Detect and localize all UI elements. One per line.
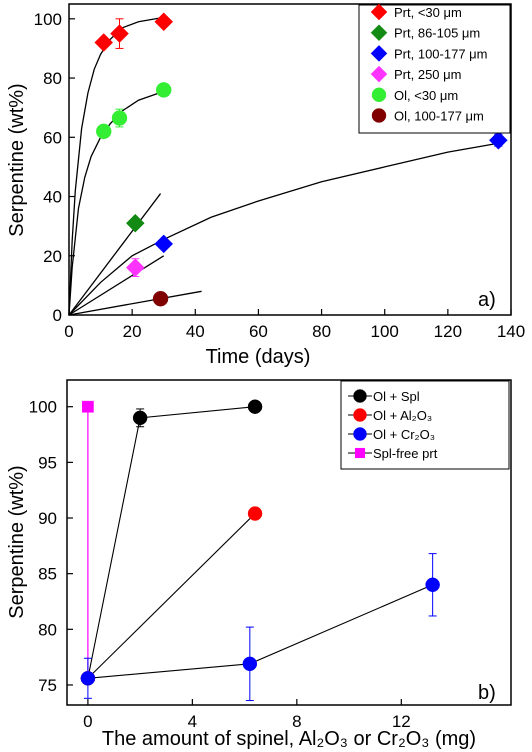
y-tick-label: 80 <box>38 620 57 639</box>
y-tick-label: 100 <box>34 10 62 29</box>
x-tick-label: 0 <box>83 712 92 731</box>
y-tick-label: 0 <box>53 306 62 325</box>
fit-curve-3 <box>68 193 162 316</box>
fit-curve-4 <box>68 142 499 316</box>
legend-label: Prt, 100-177 μm <box>394 46 487 61</box>
data-point-series-3 <box>425 577 440 593</box>
legend-marker <box>353 427 367 441</box>
y-tick-label: 80 <box>43 69 62 88</box>
legend-label: Prt, 250 μm <box>394 67 461 82</box>
y-tick-label: 95 <box>38 453 57 472</box>
x-tick-label: 0 <box>64 322 73 341</box>
x-tick-label: 20 <box>123 322 142 341</box>
legend-label: Ol + Cr₂O₃ <box>373 427 435 442</box>
legend-marker <box>353 408 367 422</box>
data-point-series-3 <box>80 671 96 686</box>
data-point-series-5 <box>155 82 172 98</box>
legend-marker <box>371 108 387 123</box>
legend-label: Ol, 100-177 μm <box>394 109 484 124</box>
x-tick-label: 80 <box>312 322 331 341</box>
panel-a-chart: 0 20 40 60 80 100 120 140 0 20 40 60 80 100 Time (da… <box>6 3 525 368</box>
y-tick-label: 20 <box>43 247 62 266</box>
y-tick-label: 75 <box>38 676 57 695</box>
panel-b-chart: 0 4 8 12 75 80 85 90 95 100 The amount of spinel… <box>6 379 512 750</box>
legend-label: Prt, 86-105 μm <box>394 26 480 41</box>
legend-label: Ol + Al₂O₃ <box>373 408 432 423</box>
data-point-series-4 <box>125 258 145 277</box>
data-point-series-3 <box>489 130 508 150</box>
legend-marker <box>371 87 387 103</box>
data-point-series-1 <box>247 399 263 414</box>
plot-frame-a <box>68 3 512 316</box>
panel-label-a: a) <box>478 289 496 311</box>
data-point-series-1 <box>154 12 174 32</box>
series-line-3 <box>87 584 433 679</box>
x-axis-ticks-a: 0 20 40 60 80 100 120 140 <box>64 309 525 341</box>
fit-curve-2 <box>68 90 164 316</box>
fit-curve-6 <box>68 290 202 316</box>
data-points-b <box>80 399 440 686</box>
legend-marker <box>370 45 388 62</box>
x-tick-label: 60 <box>249 322 268 341</box>
x-tick-label: 40 <box>186 322 205 341</box>
legend-marker <box>370 24 388 42</box>
x-axis-title-a: Time (days) <box>206 346 311 368</box>
legend-label: Ol + Spl <box>373 389 420 404</box>
data-point-series-3 <box>242 656 258 672</box>
y-axis-title-b: Serpentine (wt%) <box>6 465 28 618</box>
legend-b: Ol + Spl Ol + Al₂O₃ Ol + Cr₂O₃ Spl-free prt <box>340 380 510 470</box>
y-axis-title-a: Serpentine (wt%) <box>6 83 28 236</box>
series-line-1 <box>87 406 256 679</box>
y-tick-label: 100 <box>29 398 57 417</box>
data-point-series-4 <box>82 400 94 413</box>
x-tick-label: 140 <box>497 322 525 341</box>
legend-a: Prt, <30 μm Prt, 86-105 μm Prt, 100-177 μm… <box>358 3 511 134</box>
fit-curve-5 <box>68 255 165 316</box>
data-point-series-1 <box>132 410 148 426</box>
data-point-series-1 <box>110 24 129 43</box>
legend-marker <box>370 3 388 21</box>
data-point-series-2 <box>125 213 145 233</box>
x-tick-label: 4 <box>188 712 197 731</box>
x-axis-ticks-b: 0 4 8 12 <box>83 699 411 731</box>
data-point-series-5 <box>111 110 128 126</box>
data-point-series-6 <box>152 290 169 307</box>
fit-curves-a <box>68 16 499 316</box>
series-line-2 <box>87 513 256 679</box>
y-tick-label: 40 <box>43 188 62 207</box>
x-axis-title-b: The amount of spinel, Al₂O₃ or Cr₂O₃ (mg… <box>102 728 476 750</box>
y-tick-label: 60 <box>43 128 62 147</box>
y-tick-label: 90 <box>38 509 57 528</box>
plot-frame-b <box>66 379 512 706</box>
data-point-series-3 <box>154 234 174 254</box>
y-tick-label: 85 <box>38 565 57 584</box>
legend-marker <box>354 447 366 459</box>
data-point-series-1 <box>94 33 114 52</box>
legend-label: Ol, <30 μm <box>394 88 458 103</box>
panel-label-b: b) <box>478 682 496 704</box>
legend-marker <box>370 65 388 83</box>
x-tick-label: 8 <box>292 712 301 731</box>
fit-curve-1 <box>68 16 164 316</box>
data-points-a <box>94 12 508 307</box>
x-tick-label: 100 <box>371 322 399 341</box>
y-axis-ticks-a: 0 20 40 60 80 100 <box>34 10 75 325</box>
y-axis-ticks-b: 75 80 85 90 95 100 <box>29 398 73 695</box>
legend-label: Spl-free prt <box>373 446 438 461</box>
data-point-series-5 <box>95 123 112 140</box>
x-tick-label: 12 <box>392 712 411 731</box>
x-tick-label: 120 <box>434 322 462 341</box>
data-point-series-2 <box>247 506 263 521</box>
legend-marker <box>353 389 367 403</box>
legend-label: Prt, <30 μm <box>394 5 462 20</box>
